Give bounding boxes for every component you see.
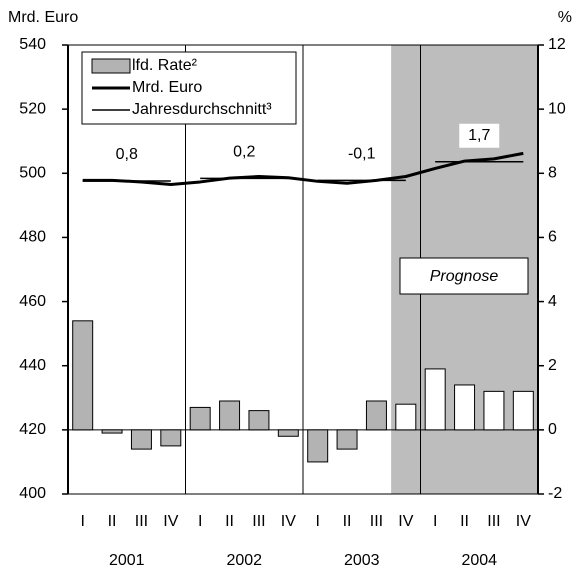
legend-label: Jahresdurchschnitt³ [132,101,272,118]
y-tick-label: 520 [19,100,46,117]
annual-growth-label: 1,7 [468,127,490,144]
year-label: 2001 [109,552,145,569]
bar [336,429,358,450]
bar [365,400,387,431]
y-tick-label: 420 [19,421,46,438]
annual-growth-label: -0,1 [348,146,376,163]
bar [454,384,476,431]
x-tick-label: II [460,513,469,530]
line [82,151,524,187]
x-tick-label: III [487,513,500,530]
bar [219,400,241,431]
x-tick-label: III [370,513,383,530]
year-label: 2003 [344,552,380,569]
y2-tick-label: 0 [548,421,557,438]
y2-tick-label: 6 [548,229,557,246]
bar [395,403,417,431]
forecast-box [399,257,529,295]
x-tick-label: I [80,513,84,530]
legend-label: Mrd. Euro [132,79,202,96]
y-tick-label: 460 [19,293,46,310]
y-tick-label: 500 [19,165,46,182]
bar [424,368,446,431]
bar [512,390,534,431]
annual-growth-label: 0,2 [233,144,255,161]
bar [72,320,94,431]
y2-tick-label: 4 [548,293,557,310]
bar [483,390,505,431]
x-tick-label: I [198,513,202,530]
legend-swatch [91,58,131,74]
legend-label: lfd. Rate² [132,57,198,74]
y-tick-label: 400 [19,485,46,502]
x-tick-label: II [108,513,117,530]
x-tick-label: IV [281,513,296,530]
x-tick-label: I [433,513,437,530]
x-tick-label: III [135,513,148,530]
y-tick-label: 540 [19,36,46,53]
bar [189,406,211,431]
bar [130,429,152,450]
x-tick-label: I [315,513,319,530]
y2-tick-label: 12 [548,36,566,53]
bar [248,410,270,431]
x-tick-label: IV [163,513,178,530]
bar [307,429,329,463]
y2-tick-label: 10 [548,100,566,117]
y-tick-label: 480 [19,229,46,246]
x-tick-label: IV [398,513,413,530]
bar [101,429,123,434]
y2-tick-label: 2 [548,357,557,374]
x-tick-label: II [343,513,352,530]
right-axis-label: % [558,9,572,26]
x-tick-label: II [225,513,234,530]
x-tick-label: IV [516,513,531,530]
y2-tick-label: 8 [548,165,557,182]
x-tick-label: III [252,513,265,530]
forecast-label: Prognose [430,268,499,285]
year-label: 2002 [226,552,262,569]
year-label: 2004 [461,552,497,569]
left-axis-label: Mrd. Euro [8,9,78,26]
bar [160,429,182,447]
y-tick-label: 440 [19,357,46,374]
label-box [459,123,500,148]
y2-tick-label: -2 [548,485,562,502]
bar [277,429,299,437]
annual-growth-label: 0,8 [116,146,138,163]
